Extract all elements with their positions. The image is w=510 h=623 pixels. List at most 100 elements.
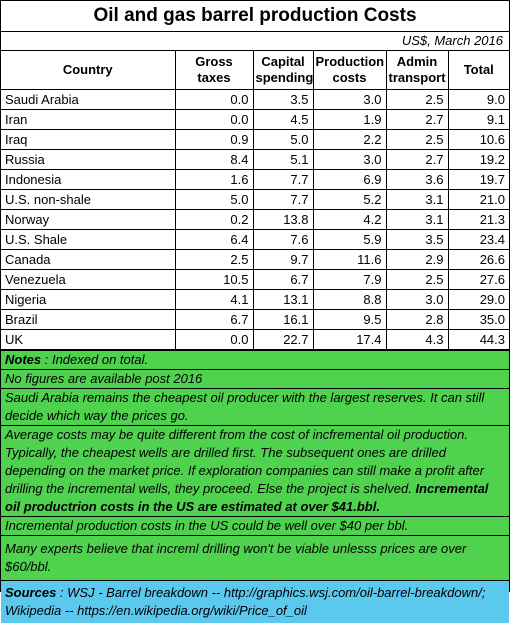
value-cell: 17.4 (312, 329, 387, 350)
table-body: Saudi Arabia 0.0 3.5 3.0 2.5 9.0 Iran 0.0 4.5 1.9… (1, 89, 509, 350)
country-cell: Saudi Arabia (1, 89, 176, 110)
note-text: No figures are available post 2016 (5, 371, 203, 386)
note-emphasis: Incremental oil productrion costs in the… (5, 481, 489, 514)
value-cell: 13.1 (252, 289, 314, 310)
value-cell: 2.5 (174, 249, 254, 270)
value-cell: 0.0 (174, 329, 254, 350)
note-text: : Indexed on total. (41, 352, 149, 367)
value-cell: 3.0 (312, 149, 387, 170)
title-row: Oil and gas barrel production Costs (1, 1, 509, 32)
value-cell: 7.7 (252, 189, 314, 210)
value-cell: 21.3 (447, 209, 509, 230)
value-cell: 1.6 (174, 169, 254, 190)
value-cell: 3.5 (385, 229, 449, 250)
header-line: Production (315, 54, 385, 69)
value-cell: 2.2 (312, 129, 387, 150)
value-cell: 2.5 (385, 89, 449, 110)
value-cell: 3.6 (385, 169, 449, 190)
note-experts: Many experts believe that increml drilli… (1, 535, 509, 580)
country-cell: Canada (1, 249, 176, 270)
value-cell: 5.9 (312, 229, 387, 250)
table-row: Indonesia 1.6 7.7 6.9 3.6 19.7 (1, 169, 509, 190)
value-cell: 5.2 (312, 189, 387, 210)
country-cell: Venezuela (1, 269, 176, 290)
country-cell: U.S. Shale (1, 229, 176, 250)
header-row: Country Gross taxes Capital spending Prod… (1, 51, 509, 90)
value-cell: 2.5 (385, 129, 449, 150)
value-cell: 5.1 (252, 149, 314, 170)
column-header: Admin transport (385, 51, 449, 90)
value-cell: 23.4 (447, 229, 509, 250)
country-cell: Brazil (1, 309, 176, 330)
sources-label: Sources (5, 585, 57, 600)
value-cell: 0.0 (174, 109, 254, 130)
value-cell: 3.0 (312, 89, 387, 110)
country-cell: UK (1, 329, 176, 350)
value-cell: 3.0 (385, 289, 449, 310)
value-cell: 6.7 (174, 309, 254, 330)
country-cell: Nigeria (1, 289, 176, 310)
value-cell: 2.7 (385, 109, 449, 130)
value-cell: 19.7 (447, 169, 509, 190)
table-row: UK 0.0 22.7 17.4 4.3 44.3 (1, 329, 509, 350)
value-cell: 21.0 (447, 189, 509, 210)
value-cell: 0.2 (174, 209, 254, 230)
header-line: Admin (396, 54, 438, 69)
note-saudi: Saudi Arabia remains the cheapest oil pr… (1, 388, 509, 425)
value-cell: 1.9 (312, 109, 387, 130)
value-cell: 6.9 (312, 169, 387, 190)
sources-block: Sources : WSJ - Barrel breakdown -- http… (1, 580, 509, 623)
value-cell: 44.3 (447, 329, 509, 350)
value-cell: 2.7 (385, 149, 449, 170)
value-cell: 4.1 (174, 289, 254, 310)
value-cell: 9.1 (447, 109, 509, 130)
note-text: Saudi Arabia remains the cheapest oil pr… (5, 390, 485, 423)
note-incremental: Incremental production costs in the US c… (1, 516, 509, 535)
value-cell: 9.5 (312, 309, 387, 330)
country-cell: Norway (1, 209, 176, 230)
country-cell: Iran (1, 109, 176, 130)
country-cell: Indonesia (1, 169, 176, 190)
page-title: Oil and gas barrel production Costs (93, 5, 417, 26)
value-cell: 7.7 (252, 169, 314, 190)
header-line: spending (255, 70, 314, 85)
column-header: Country (1, 51, 176, 90)
value-cell: 27.6 (447, 269, 509, 290)
table-row: Nigeria 4.1 13.1 8.8 3.0 29.0 (1, 289, 509, 310)
sources-text: : WSJ - Barrel breakdown -- http://graph… (5, 585, 486, 618)
value-cell: 4.5 (252, 109, 314, 130)
table-row: Iraq 0.9 5.0 2.2 2.5 10.6 (1, 129, 509, 150)
country-cell: Iraq (1, 129, 176, 150)
column-header: Production costs (312, 51, 387, 90)
note-no-figures: No figures are available post 2016 (1, 369, 509, 388)
column-header: Gross taxes (174, 51, 254, 90)
table-row: U.S. Shale 6.4 7.6 5.9 3.5 23.4 (1, 229, 509, 250)
table-row: Iran 0.0 4.5 1.9 2.7 9.1 (1, 109, 509, 130)
value-cell: 3.5 (252, 89, 314, 110)
notes-label: Notes (5, 352, 42, 367)
value-cell: 4.2 (312, 209, 387, 230)
header-line: costs (332, 70, 367, 85)
value-cell: 19.2 (447, 149, 509, 170)
note-average-costs: Average costs may be quite different fro… (1, 425, 509, 516)
value-cell: 3.1 (385, 209, 449, 230)
note-text: Average costs may be quite different fro… (5, 427, 485, 496)
value-cell: 9.7 (252, 249, 314, 270)
value-cell: 7.6 (252, 229, 314, 250)
table-row: Saudi Arabia 0.0 3.5 3.0 2.5 9.0 (1, 89, 509, 110)
value-cell: 5.0 (174, 189, 254, 210)
value-cell: 4.3 (385, 329, 449, 350)
value-cell: 16.1 (252, 309, 314, 330)
table-row: Canada 2.5 9.7 11.6 2.9 26.6 (1, 249, 509, 270)
note-text: Incremental production costs in the US c… (5, 518, 409, 533)
subtitle: US$, March 2016 (401, 33, 503, 48)
value-cell: 9.0 (447, 89, 509, 110)
value-cell: 2.8 (385, 309, 449, 330)
table-row: Venezuela 10.5 6.7 7.9 2.5 27.6 (1, 269, 509, 290)
value-cell: 6.4 (174, 229, 254, 250)
country-cell: Russia (1, 149, 176, 170)
subtitle-row: US$, March 2016 (1, 32, 509, 51)
value-cell: 11.6 (312, 249, 387, 270)
value-cell: 8.8 (312, 289, 387, 310)
